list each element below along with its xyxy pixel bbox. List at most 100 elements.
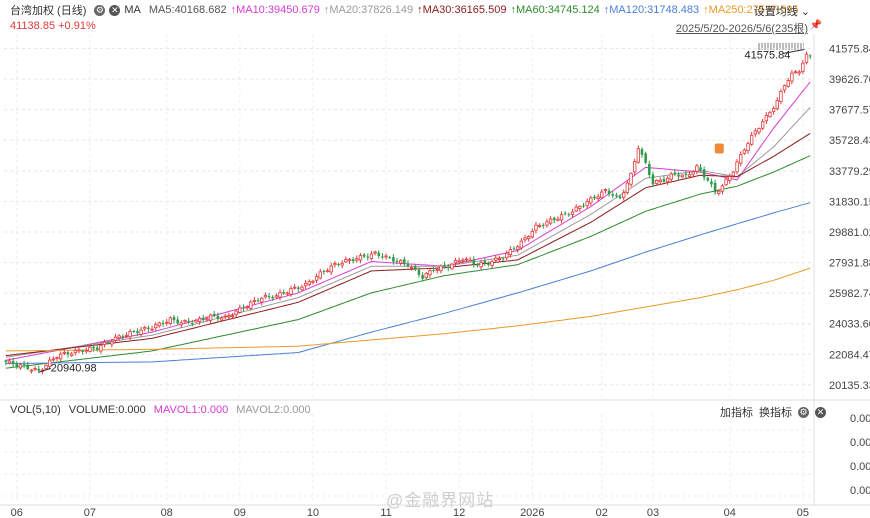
ma-label: MA <box>124 4 141 16</box>
x-tick-label: 10 <box>307 507 319 518</box>
close-icon[interactable]: ✕ <box>109 4 121 16</box>
ma-item: ↑MA250:27577.595 <box>703 4 799 16</box>
candle-body <box>260 297 264 303</box>
candle-body <box>636 148 641 163</box>
x-tick-label: 2026 <box>520 507 544 518</box>
candle-body <box>18 364 23 369</box>
candle-body <box>117 335 121 339</box>
candle-body <box>625 182 630 193</box>
ma-line <box>5 202 811 364</box>
x-tick-label: 05 <box>797 507 809 518</box>
candle-body <box>611 194 615 196</box>
candle-body <box>632 161 637 173</box>
ma-values: MA5:40168.682 ↑MA10:39450.679 ↑MA20:37826.… <box>149 4 799 16</box>
x-tick-label: 12 <box>453 507 465 518</box>
ma-item: ↑MA120:31748.483 <box>603 4 700 16</box>
candle-body <box>497 258 502 261</box>
candle-body <box>702 169 706 178</box>
candle-body <box>73 349 77 353</box>
candle-body <box>249 301 253 309</box>
candle-body <box>779 90 783 102</box>
candle-body <box>640 149 644 155</box>
candle-body <box>421 275 424 279</box>
candle-body <box>797 71 801 74</box>
candle-body <box>102 341 107 345</box>
candle-body <box>589 197 593 204</box>
candle-body <box>95 347 99 350</box>
add-indicator-button[interactable]: 加指标 <box>720 407 753 419</box>
candle-body <box>512 248 516 250</box>
candle-body <box>453 260 458 264</box>
candle-body <box>790 72 794 82</box>
candle-body <box>432 270 435 272</box>
candle-body <box>37 368 41 371</box>
candle-body <box>435 268 439 271</box>
settings-gear-icon[interactable]: ⚙ <box>798 406 809 418</box>
candle-body <box>746 143 750 151</box>
candle-body <box>490 261 494 266</box>
candle-body <box>282 292 285 294</box>
candle-body <box>409 266 414 269</box>
candle-body <box>388 257 391 259</box>
candle-body <box>629 172 633 185</box>
candle-body <box>172 317 176 320</box>
candle-body <box>559 214 564 221</box>
candle-body <box>355 258 359 261</box>
date-range[interactable]: 2025/5/20-2026/5/6(235根) <box>675 23 808 35</box>
set-ma-button[interactable]: 设置均线 ⌄ <box>753 6 810 18</box>
volume-tick-label: 0.00 <box>850 485 870 497</box>
candle-body <box>567 214 571 216</box>
close-icon[interactable]: ✕ <box>815 406 826 418</box>
x-tick-label: 09 <box>234 507 246 518</box>
candle-body <box>479 262 483 268</box>
x-tick-label: 04 <box>724 507 736 518</box>
candle-body <box>11 361 15 365</box>
candle-body <box>99 345 103 352</box>
candle-body <box>414 265 417 270</box>
settings-gear-icon[interactable]: ⚙ <box>94 4 106 16</box>
candle-body <box>392 257 395 262</box>
candle-body <box>139 329 143 335</box>
ma-line <box>5 81 811 361</box>
candle-body <box>691 171 695 175</box>
candle-body <box>505 252 509 259</box>
candle-body <box>201 318 205 320</box>
candle-body <box>464 258 469 261</box>
candle-body <box>534 224 538 231</box>
candle-body <box>311 280 315 283</box>
candle-body <box>168 317 173 324</box>
panel-toggle-icon[interactable] <box>758 43 804 50</box>
candle-body <box>403 259 406 264</box>
candle-body <box>687 174 692 177</box>
candle-body <box>289 288 293 295</box>
candle-body <box>150 328 154 331</box>
candle-body <box>556 218 560 221</box>
candle-body <box>26 364 30 370</box>
candle-body <box>238 307 242 313</box>
candle-body <box>749 134 754 145</box>
candle-body <box>468 259 472 262</box>
volume-tick-label: 0.00 <box>850 437 870 449</box>
ma-item: ↑MA60:34745.124 <box>510 4 600 16</box>
candle-body <box>340 262 344 266</box>
candle-body <box>706 177 710 181</box>
candle-body <box>399 260 403 264</box>
candle-body <box>760 121 765 129</box>
candle-body <box>297 287 300 289</box>
pin-icon[interactable]: 📌 <box>809 20 822 31</box>
candle-body <box>552 217 556 221</box>
y-tick-label: 24033.60 <box>829 319 870 331</box>
candle-body <box>121 336 125 338</box>
candle-body <box>183 320 187 322</box>
candle-body <box>508 249 513 256</box>
candle-body <box>234 310 238 315</box>
y-tick-label: 33779.29 <box>829 166 870 178</box>
ma-item: ↑MA10:39450.679 <box>230 4 320 16</box>
switch-indicator-button[interactable]: 换指标 <box>759 407 792 419</box>
candle-body <box>325 270 330 273</box>
ma-item: ↑MA20:37826.149 <box>323 4 414 16</box>
mavol1-value: MAVOL1:0.000 <box>153 404 229 416</box>
candle-body <box>483 261 487 263</box>
candle-body <box>793 71 798 74</box>
